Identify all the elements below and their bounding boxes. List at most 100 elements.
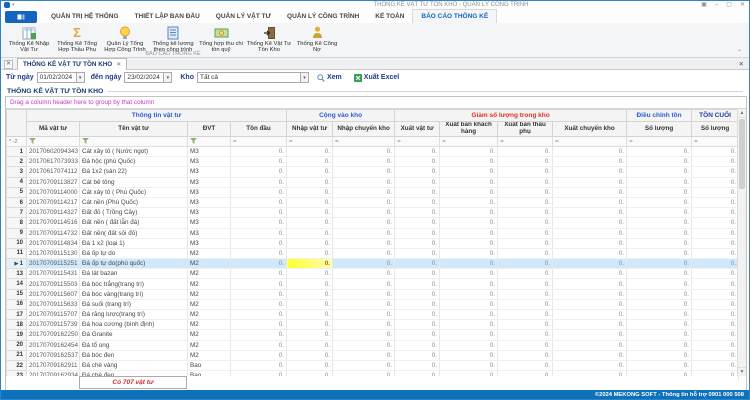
from-date-input[interactable]: 01/02/2024 ▾ [36, 72, 85, 83]
quantity-cell[interactable]: 0. [230, 340, 288, 351]
tabstrip-close-button[interactable]: ✕ [738, 61, 744, 68]
material-name-cell[interactable]: Đá bóc đen [79, 350, 188, 361]
quantity-cell[interactable]: 0. [626, 299, 693, 311]
quantity-cell[interactable]: 0. [552, 146, 628, 158]
quantity-cell[interactable]: 0. [439, 329, 499, 341]
ribbon-tab[interactable]: QUẢN LÝ CÔNG TRÌNH [287, 13, 360, 20]
material-code-cell[interactable]: 20170709114516 [26, 217, 80, 229]
quantity-cell[interactable]: 0. [394, 228, 441, 239]
quantity-cell[interactable]: 0. [626, 329, 693, 341]
filter-equals-icon[interactable]: = [552, 136, 628, 147]
quantity-cell[interactable]: 0. [286, 289, 334, 300]
material-name-cell[interactable]: Đá răng lược(trang trí) [79, 309, 188, 321]
quantity-cell[interactable]: 0. [552, 319, 628, 331]
filter-funnel-icon[interactable] [187, 136, 231, 147]
quantity-cell[interactable]: 0. [439, 258, 499, 270]
quantity-cell[interactable]: 0. [552, 248, 628, 260]
quantity-cell[interactable]: 0. [497, 299, 554, 311]
quantity-cell[interactable]: 0. [439, 319, 499, 331]
quantity-cell[interactable]: 0. [626, 187, 693, 198]
quantity-cell[interactable]: 0. [332, 156, 396, 168]
quantity-cell[interactable]: 0. [691, 340, 740, 351]
quantity-cell[interactable]: 0. [691, 207, 740, 219]
material-code-cell[interactable]: 20170617073933 [26, 156, 80, 168]
quantity-cell[interactable]: 0. [439, 166, 499, 178]
material-name-cell[interactable]: Đá ốp tự do [79, 248, 188, 260]
quantity-cell[interactable]: 0. [497, 268, 554, 280]
quantity-cell[interactable]: 0. [552, 187, 628, 198]
quantity-cell[interactable]: 0. [552, 299, 628, 311]
quantity-cell[interactable]: 0. [286, 207, 334, 219]
quantity-cell[interactable]: 0. [286, 278, 334, 290]
quantity-cell[interactable]: 0. [286, 299, 334, 311]
quantity-cell[interactable]: 0. [691, 177, 740, 188]
material-code-cell[interactable]: 20170617074112 [26, 166, 80, 178]
quantity-cell[interactable]: 0. [332, 309, 396, 321]
material-name-cell[interactable]: Cát xây tô ( Nước ngọt) [79, 146, 188, 158]
quantity-cell[interactable]: 0. [497, 238, 554, 249]
quantity-cell[interactable]: 0. [394, 146, 441, 158]
quantity-cell[interactable]: 0. [626, 166, 693, 178]
quantity-cell[interactable]: 0. [230, 177, 288, 188]
material-name-cell[interactable]: Cát nền (Phú Quốc) [79, 197, 188, 209]
quantity-cell[interactable]: 0. [394, 177, 441, 188]
filter-equals-icon[interactable]: = [394, 136, 441, 147]
quantity-cell[interactable]: 0. [497, 289, 554, 300]
uom-cell[interactable]: M2 [187, 278, 231, 290]
quantity-cell[interactable]: 0. [332, 217, 396, 229]
quantity-cell[interactable]: 0. [230, 309, 288, 321]
view-button[interactable]: Xem [317, 73, 342, 82]
quantity-cell[interactable]: 0. [394, 319, 441, 331]
quantity-cell[interactable]: 0. [691, 197, 740, 209]
quantity-cell[interactable]: 0. [394, 187, 441, 198]
material-name-cell[interactable]: Đá ốp tự do(phú quốc) [79, 258, 188, 270]
quantity-cell[interactable]: 0. [286, 228, 334, 239]
uom-cell[interactable]: M3 [187, 187, 231, 198]
material-code-cell[interactable]: 20170709115130 [26, 248, 80, 260]
quantity-cell[interactable]: 0. [286, 187, 334, 198]
table-row[interactable]: 3 20170617074112 Đá 1x2 (sàn 22) M3 0. 0. 0. 0.… [6, 166, 740, 178]
quantity-cell[interactable]: 0. [332, 278, 396, 290]
column-header[interactable]: Nhập chuyển kho [332, 121, 396, 137]
scroll-down-icon[interactable]: ▼ [738, 367, 746, 376]
quantity-cell[interactable]: 0. [394, 309, 441, 321]
style-button[interactable]: ▣ [701, 2, 707, 8]
quantity-cell[interactable]: 0. [230, 350, 288, 361]
table-row[interactable]: 16 20170709115633 Đá suối (trang trí) M2 0. 0… [6, 298, 740, 311]
to-date-dropdown-icon[interactable]: ▾ [163, 73, 172, 82]
material-code-cell[interactable]: 20170602094343 [26, 146, 80, 158]
quantity-cell[interactable]: 0. [286, 177, 334, 188]
quantity-cell[interactable]: 0. [552, 360, 628, 372]
uom-cell[interactable]: M2 [187, 248, 231, 260]
quantity-cell[interactable]: 0. [439, 217, 499, 229]
quantity-cell[interactable]: 0. [691, 166, 740, 178]
ribbon-tab[interactable]: KẾ TOÁN [375, 13, 405, 20]
filter-equals-icon[interactable]: = [439, 136, 499, 147]
quantity-cell[interactable]: 0. [332, 146, 396, 158]
ribbon-button[interactable]: Thống Kê Công Nợ [293, 24, 341, 55]
quantity-cell[interactable]: 0. [439, 207, 499, 219]
table-row[interactable]: 8 20170709114516 Đất nền ( đất lẫn đá) M3 0.… [6, 217, 740, 229]
quantity-cell[interactable]: 0. [394, 299, 441, 311]
quantity-cell[interactable]: 0. [552, 207, 628, 219]
quantity-cell[interactable]: 0. [286, 350, 334, 361]
quantity-cell[interactable]: 0. [332, 350, 396, 361]
quantity-cell[interactable]: 0. [497, 309, 554, 321]
quantity-cell[interactable]: 0. [497, 166, 554, 178]
table-row[interactable]: 2 20170617073933 Đá hộc (phú Quốc) M3 0. 0. 0.… [6, 156, 740, 168]
quantity-cell[interactable]: 0. [230, 228, 288, 239]
material-code-cell[interactable]: 20170709115707 [26, 309, 80, 321]
quantity-cell[interactable]: 0. [286, 329, 334, 341]
uom-cell[interactable]: M3 [187, 177, 231, 188]
minimize-button[interactable]: – [714, 2, 719, 8]
quantity-cell[interactable]: 0. [286, 340, 334, 351]
uom-cell[interactable]: M2 [187, 350, 231, 361]
quantity-cell[interactable]: 0. [497, 207, 554, 219]
quantity-cell[interactable]: 0. [691, 278, 740, 290]
quantity-cell[interactable]: 0. [230, 248, 288, 260]
material-name-cell[interactable]: Đá bóc trắng(trang trí) [79, 278, 188, 290]
quantity-cell[interactable]: 0. [439, 177, 499, 188]
table-row[interactable]: 18 20170709115739 Đá hoa cương (bình định)… [6, 319, 740, 331]
quantity-cell[interactable]: 0. [332, 238, 396, 249]
quantity-cell[interactable]: 0. [552, 258, 628, 270]
